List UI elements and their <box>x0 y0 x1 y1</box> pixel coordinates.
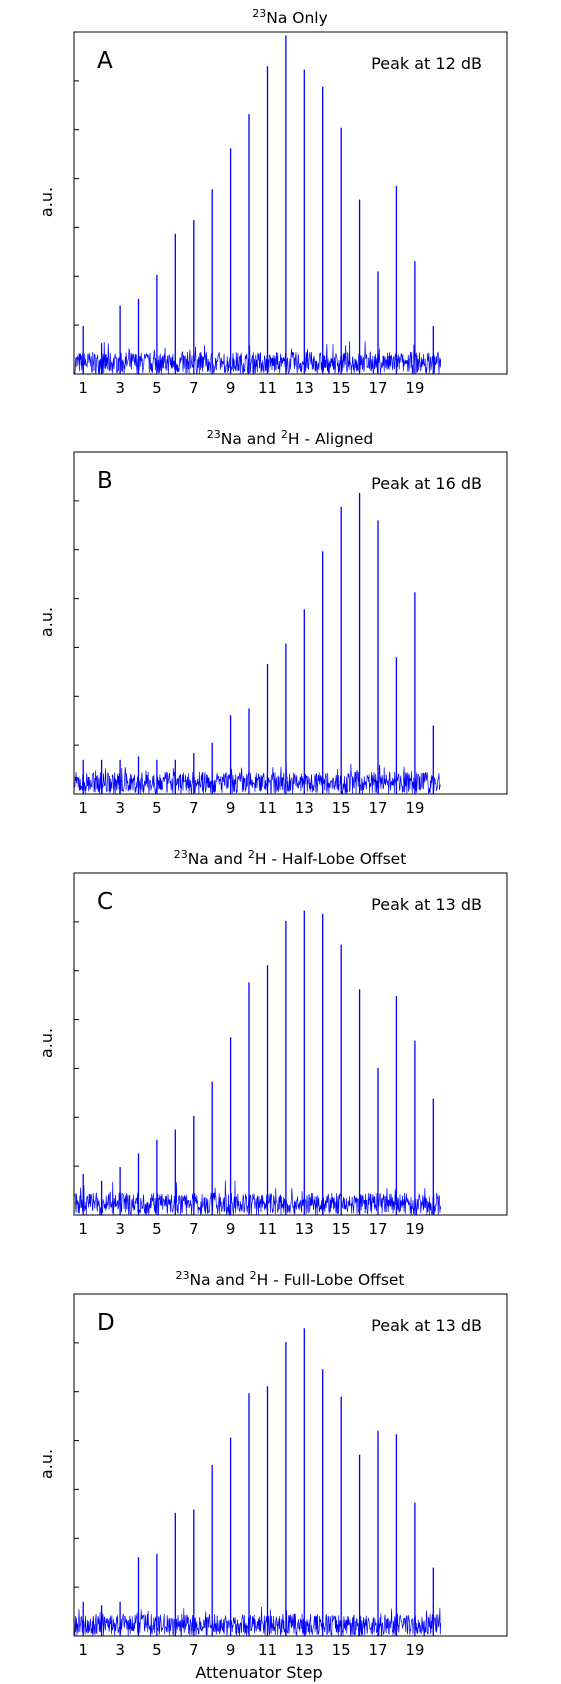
x-axis-label: Attenuator Step <box>195 1663 322 1682</box>
panel-d-frame <box>73 1293 508 1637</box>
panel-b-peak-annotation: Peak at 16 dB <box>371 474 482 493</box>
x-tick-label: 11 <box>258 1641 277 1659</box>
x-tick-label: 5 <box>152 1641 162 1659</box>
x-tick-label: 11 <box>258 379 277 397</box>
x-tick-label: 19 <box>405 1220 424 1238</box>
x-tick-label: 3 <box>115 1641 125 1659</box>
panel-b-label: B <box>97 468 113 494</box>
x-tick-label: 17 <box>368 799 387 817</box>
x-tick-label: 1 <box>78 1641 88 1659</box>
x-tick-label: 7 <box>189 1220 199 1238</box>
x-tick-label: 15 <box>332 1641 351 1659</box>
panel-b-plot-area <box>74 451 441 795</box>
panel-a: 23Na Only a.u. A Peak at 12 dB <box>37 7 508 376</box>
panel-a-label: A <box>97 48 113 74</box>
x-tick-label: 9 <box>226 379 236 397</box>
x-tick-label: 7 <box>189 1641 199 1659</box>
panel-a-ylabel: a.u. <box>37 187 56 217</box>
x-tick-label: 5 <box>152 1220 162 1238</box>
panel-b-ylabel: a.u. <box>37 607 56 637</box>
x-tick-label: 19 <box>405 1641 424 1659</box>
panel-c-frame <box>73 872 508 1216</box>
x-tick-label: 7 <box>189 799 199 817</box>
panel-c-peak-annotation: Peak at 13 dB <box>371 895 482 914</box>
panel-d-ylabel: a.u. <box>37 1449 56 1479</box>
x-tick-label: 3 <box>115 1220 125 1238</box>
panel-b: 23Na and 2H - Aligned a.u. B Peak at 16 … <box>37 428 508 795</box>
panel-c-label: C <box>97 889 113 915</box>
x-tick-label: 15 <box>332 1220 351 1238</box>
x-tick-label: 11 <box>258 799 277 817</box>
panel-a-title: 23Na Only <box>252 7 328 27</box>
x-tick-label: 11 <box>258 1220 277 1238</box>
x-tick-label: 13 <box>295 379 314 397</box>
panel-a-plot-area <box>74 31 442 376</box>
panel-a-frame <box>73 31 508 375</box>
x-tick-label: 9 <box>226 799 236 817</box>
x-tick-label: 13 <box>295 799 314 817</box>
panel-c-title: 23Na and 2H - Half-Lobe Offset <box>174 848 407 868</box>
x-tick-label: 9 <box>226 1220 236 1238</box>
panel-d-label: D <box>97 1310 115 1336</box>
panel-b-frame <box>73 451 508 795</box>
noise-trace <box>74 1180 442 1216</box>
x-tick-label: 19 <box>405 799 424 817</box>
x-tick-label: 3 <box>115 799 125 817</box>
x-tick-label: 17 <box>368 1641 387 1659</box>
x-tick-label: 17 <box>368 1220 387 1238</box>
panel-b-title: 23Na and 2H - Aligned <box>207 428 373 448</box>
noise-trace <box>74 1606 442 1637</box>
panel-c-plot-area <box>74 872 442 1216</box>
x-tick-label: 1 <box>78 799 88 817</box>
x-tick-label: 5 <box>152 379 162 397</box>
x-tick-label: 13 <box>295 1641 314 1659</box>
x-tick-label: 7 <box>189 379 199 397</box>
x-tick-label: 17 <box>368 379 387 397</box>
noise-trace <box>74 761 441 795</box>
noise-trace <box>74 341 442 376</box>
panel-d-peak-annotation: Peak at 13 dB <box>371 1316 482 1335</box>
panel-d-plot-area <box>74 1293 442 1637</box>
panel-d-title: 23Na and 2H - Full-Lobe Offset <box>175 1269 404 1289</box>
panel-c: 23Na and 2H - Half-Lobe Offset a.u. C Pe… <box>37 848 508 1216</box>
x-tick-label: 15 <box>332 379 351 397</box>
panel-a-peak-annotation: Peak at 12 dB <box>371 54 482 73</box>
x-tick-label: 3 <box>115 379 125 397</box>
x-tick-label: 5 <box>152 799 162 817</box>
x-tick-label: 1 <box>78 379 88 397</box>
x-tick-label: 15 <box>332 799 351 817</box>
panel-c-ylabel: a.u. <box>37 1028 56 1058</box>
panel-d: 23Na and 2H - Full-Lobe Offset a.u. D Pe… <box>37 1269 508 1682</box>
x-tick-label: 1 <box>78 1220 88 1238</box>
x-tick-label: 19 <box>405 379 424 397</box>
x-tick-label: 13 <box>295 1220 314 1238</box>
x-tick-label: 9 <box>226 1641 236 1659</box>
